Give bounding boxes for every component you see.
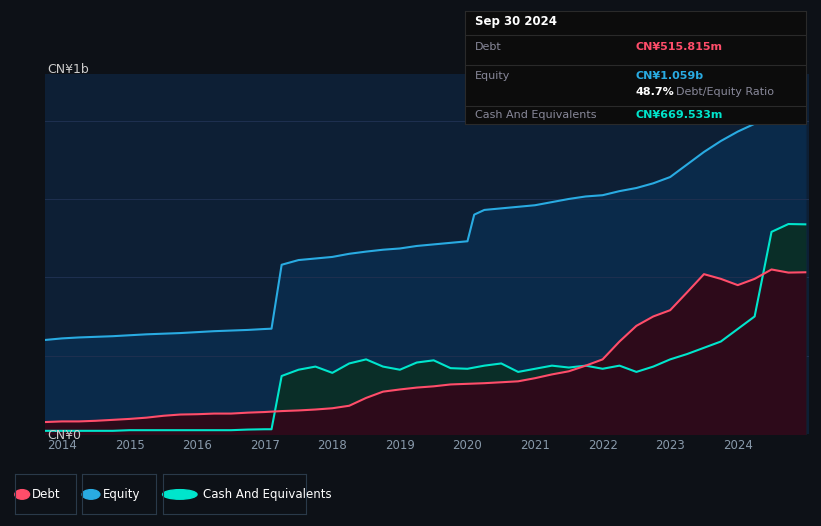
Text: Equity: Equity: [475, 71, 511, 81]
Text: Debt: Debt: [32, 488, 61, 501]
Circle shape: [15, 490, 30, 499]
Text: CN¥515.815m: CN¥515.815m: [635, 42, 722, 52]
Circle shape: [163, 490, 197, 499]
Text: Debt: Debt: [475, 42, 502, 52]
Text: Cash And Equivalents: Cash And Equivalents: [475, 109, 596, 119]
Text: CN¥1b: CN¥1b: [48, 63, 89, 76]
Text: 48.7%: 48.7%: [635, 87, 674, 97]
Circle shape: [82, 490, 100, 499]
Text: CN¥0: CN¥0: [48, 429, 81, 442]
Text: CN¥1.059b: CN¥1.059b: [635, 71, 704, 81]
Text: Debt/Equity Ratio: Debt/Equity Ratio: [677, 87, 774, 97]
Text: Equity: Equity: [103, 488, 140, 501]
Text: Cash And Equivalents: Cash And Equivalents: [203, 488, 332, 501]
Text: CN¥669.533m: CN¥669.533m: [635, 109, 722, 119]
Text: Sep 30 2024: Sep 30 2024: [475, 15, 557, 28]
